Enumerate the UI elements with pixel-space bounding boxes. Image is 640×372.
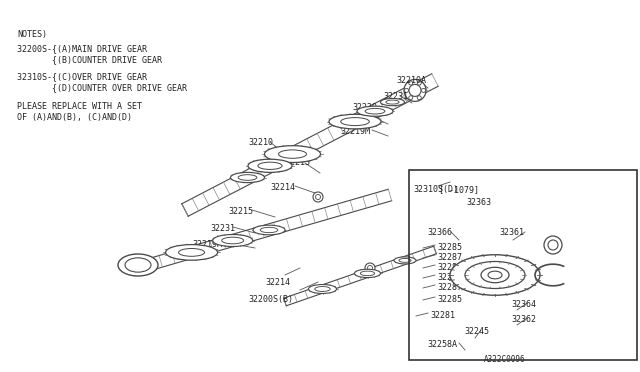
Ellipse shape (386, 100, 399, 104)
Ellipse shape (422, 89, 426, 92)
Ellipse shape (132, 272, 136, 276)
Text: 32219M: 32219M (192, 240, 222, 249)
Ellipse shape (404, 79, 426, 102)
Ellipse shape (367, 266, 372, 270)
Ellipse shape (230, 172, 264, 183)
Text: 32221: 32221 (355, 115, 380, 124)
Ellipse shape (166, 245, 218, 260)
Ellipse shape (404, 89, 408, 92)
Bar (409, 170, 637, 360)
Text: {(D)COUNTER OVER DRIVE GEAR: {(D)COUNTER OVER DRIVE GEAR (17, 83, 187, 92)
Text: 32287: 32287 (437, 253, 462, 262)
Ellipse shape (264, 146, 321, 163)
Text: OF (A)AND(B), (C)AND(D): OF (A)AND(B), (C)AND(D) (17, 113, 132, 122)
Text: 32220: 32220 (352, 103, 377, 112)
Ellipse shape (260, 227, 278, 232)
Ellipse shape (399, 259, 411, 262)
Text: 32283: 32283 (437, 263, 462, 272)
Text: 32366: 32366 (427, 228, 452, 237)
Text: 32310S-{(C)OVER DRIVE GEAR: 32310S-{(C)OVER DRIVE GEAR (17, 72, 147, 81)
Ellipse shape (308, 285, 337, 294)
Text: 32215: 32215 (228, 207, 253, 216)
Ellipse shape (357, 106, 393, 116)
Ellipse shape (417, 81, 421, 85)
Ellipse shape (152, 263, 157, 267)
Ellipse shape (179, 248, 205, 256)
Ellipse shape (132, 254, 136, 258)
Text: 32219M: 32219M (340, 127, 370, 136)
Ellipse shape (248, 159, 292, 172)
Ellipse shape (488, 271, 502, 279)
Text: 32210A: 32210A (396, 76, 426, 85)
Ellipse shape (409, 84, 421, 96)
Text: 32200S-{(A)MAIN DRIVE GEAR: 32200S-{(A)MAIN DRIVE GEAR (17, 44, 147, 53)
Ellipse shape (118, 254, 158, 276)
Text: 32214: 32214 (265, 278, 290, 287)
Text: NOTES): NOTES) (17, 30, 47, 39)
Ellipse shape (544, 236, 562, 254)
Text: 32364: 32364 (511, 300, 536, 309)
Ellipse shape (548, 240, 558, 250)
Ellipse shape (381, 99, 404, 106)
Text: 32362: 32362 (511, 315, 536, 324)
Text: 32258A: 32258A (427, 340, 457, 349)
Ellipse shape (409, 81, 413, 85)
Ellipse shape (365, 108, 385, 114)
Ellipse shape (212, 234, 253, 247)
Text: 32363: 32363 (466, 198, 491, 207)
Text: 32287: 32287 (437, 283, 462, 292)
Ellipse shape (465, 262, 525, 289)
Text: 32285: 32285 (437, 243, 462, 252)
Text: {(B)COUNTER DRIVE GEAR: {(B)COUNTER DRIVE GEAR (17, 55, 162, 64)
Ellipse shape (355, 269, 381, 278)
Text: PLEASE REPLACE WITH A SET: PLEASE REPLACE WITH A SET (17, 102, 142, 111)
Text: 32214: 32214 (270, 183, 295, 192)
Ellipse shape (278, 150, 307, 158)
Ellipse shape (394, 257, 416, 264)
Text: 32210: 32210 (248, 138, 273, 147)
Ellipse shape (121, 259, 125, 263)
Ellipse shape (147, 256, 150, 260)
Ellipse shape (365, 263, 375, 273)
Ellipse shape (450, 255, 540, 295)
Text: [ -1079]: [ -1079] (439, 185, 479, 194)
Text: 32213: 32213 (285, 158, 310, 167)
Ellipse shape (329, 114, 381, 129)
Ellipse shape (253, 225, 285, 235)
Text: 32361: 32361 (499, 228, 524, 237)
Ellipse shape (221, 237, 244, 244)
Ellipse shape (125, 258, 151, 272)
Text: 32231: 32231 (210, 224, 235, 233)
Ellipse shape (258, 162, 282, 169)
Ellipse shape (481, 267, 509, 283)
Ellipse shape (313, 192, 323, 202)
Ellipse shape (315, 286, 330, 292)
Text: 32231: 32231 (383, 92, 408, 101)
Ellipse shape (121, 267, 125, 271)
Ellipse shape (147, 270, 150, 274)
Ellipse shape (316, 195, 321, 199)
Text: 32281: 32281 (430, 311, 455, 320)
Text: A322C0096: A322C0096 (484, 355, 525, 364)
Text: 32245: 32245 (464, 327, 489, 336)
Ellipse shape (417, 96, 421, 100)
Text: 32285: 32285 (437, 295, 462, 304)
Ellipse shape (340, 118, 369, 126)
Text: 32310S(D): 32310S(D) (413, 185, 458, 194)
Ellipse shape (409, 96, 413, 100)
Ellipse shape (360, 271, 374, 276)
Text: 32200S(B): 32200S(B) (248, 295, 293, 304)
Ellipse shape (238, 175, 257, 180)
Text: 32282: 32282 (437, 273, 462, 282)
